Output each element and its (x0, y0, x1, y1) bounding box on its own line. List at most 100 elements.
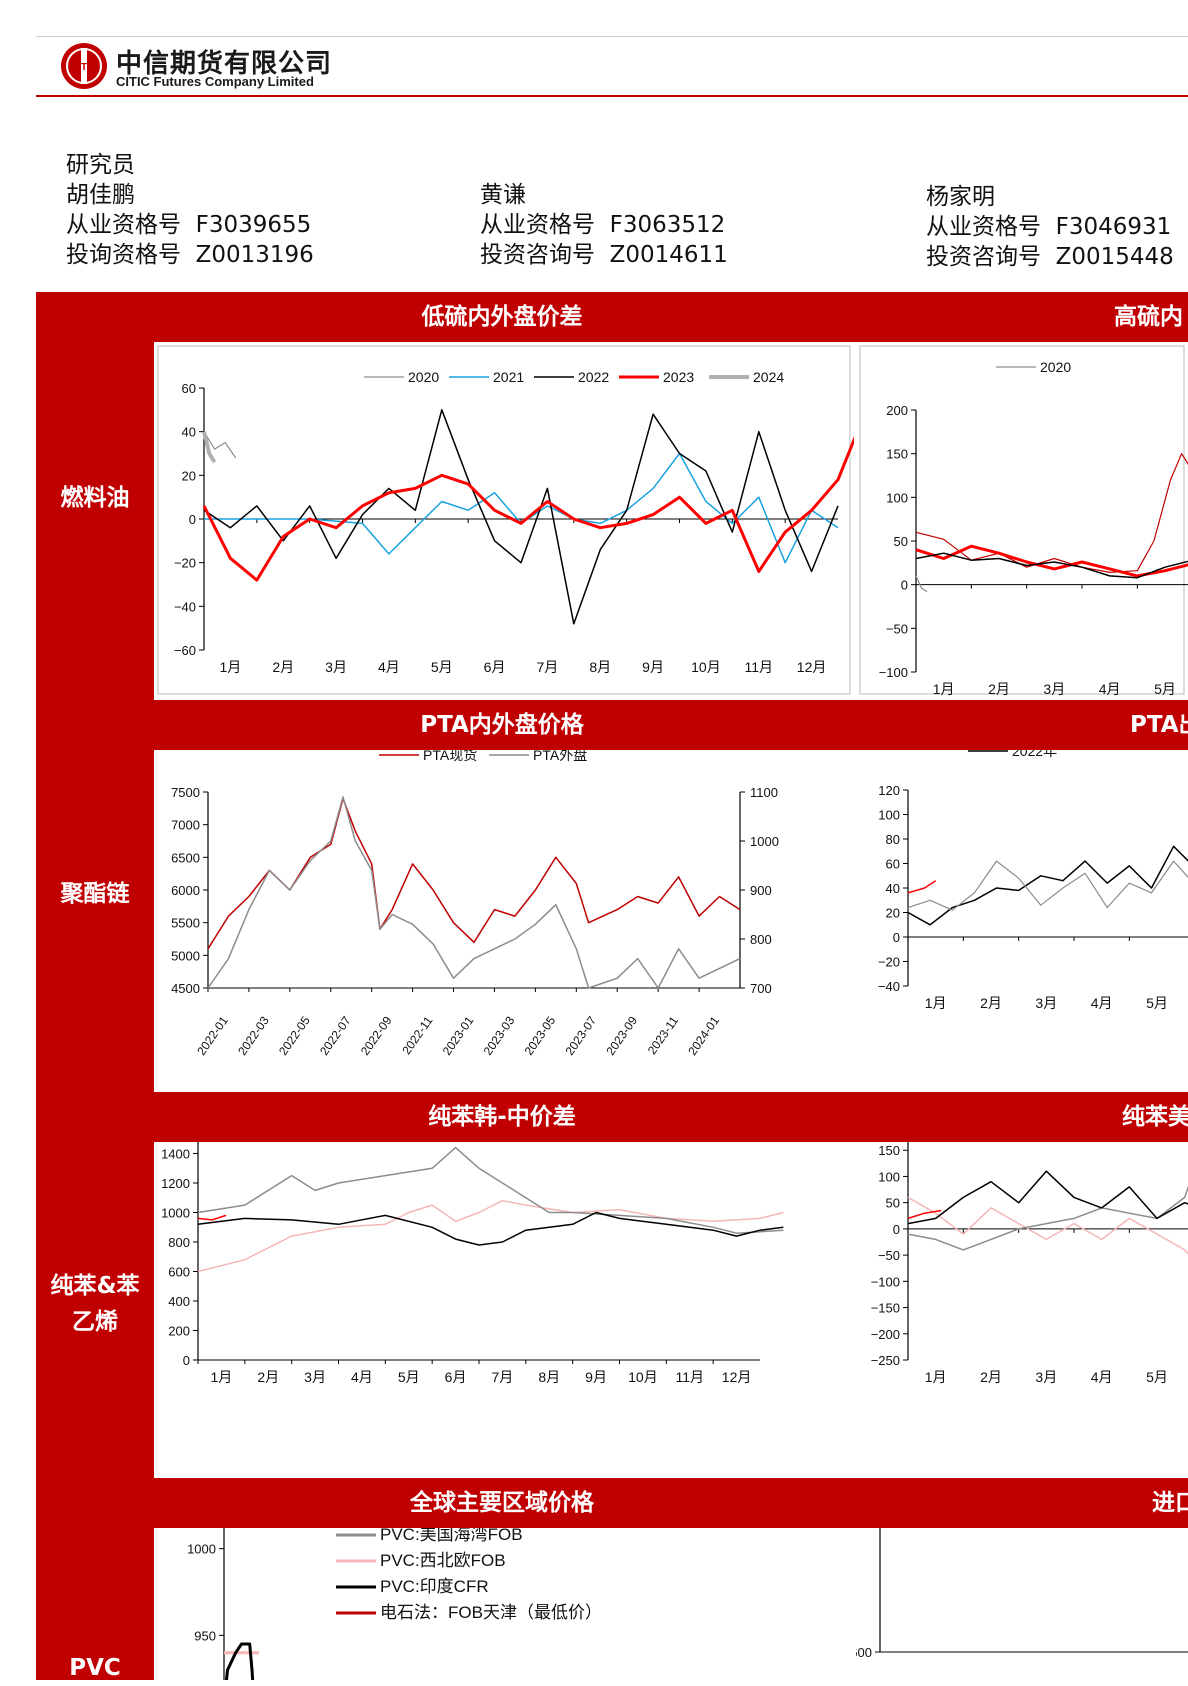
x-tick-label: 9月 (585, 1369, 607, 1385)
y-tick-label: 100 (878, 1169, 900, 1184)
y-tick-label: 50 (886, 1196, 900, 1211)
analyst-1: 研究员 胡佳鹏 从业资格号 F3039655 投询资格号 Z0013196 (66, 150, 314, 270)
band-benzene: 纯苯韩-中价差 纯苯美 (154, 1092, 1188, 1142)
y-tick-label: 950 (194, 1628, 216, 1643)
y-tick-label-right: 700 (750, 981, 772, 996)
y-tick-label: 800 (168, 1235, 190, 1250)
x-tick-label: 3月 (304, 1369, 326, 1385)
y-tick-label: 20 (886, 906, 900, 921)
chart-svg-pvc-global: 950 1000 PVC:美国海湾FOB PVC:西北欧FOB PVC:印度CFR 电石法… (187, 1528, 602, 1680)
y-tick-label: 0 (901, 578, 908, 593)
series-line-2022 (203, 409, 839, 625)
series-line-s3 (915, 552, 1188, 579)
x-tick-label: 2023-07 (562, 1013, 599, 1057)
analyst-role: 研究员 (66, 152, 135, 178)
series-line-2020 (915, 575, 928, 593)
chart-pvc-global: 950 1000 PVC:美国海湾FOB PVC:西北欧FOB PVC:印度CFR 电石法… (154, 1528, 854, 1680)
y-tick-label: 0 (893, 930, 900, 945)
y-tick-label: 40 (886, 881, 900, 896)
series-line-2021 (907, 1196, 1188, 1255)
y-tick-label: −20 (174, 556, 196, 571)
series-line-s1 (915, 453, 1188, 573)
x-tick-label: 8月 (589, 659, 611, 675)
series-line-2022 (197, 1146, 784, 1234)
y-tick-label: 50 (894, 534, 908, 549)
x-tick-label: 2023-01 (440, 1013, 477, 1057)
y-tick-label: 200 (168, 1324, 190, 1339)
x-tick-label: 2月 (257, 1369, 279, 1385)
section-label-fuel-oil: 燃料油 (60, 485, 130, 511)
series-line-2024 (197, 1214, 227, 1221)
y-tick-label: 4500 (171, 981, 200, 996)
chart-svg-hsfo-spread: −100 −50 0 50 100 150 200 1月 2月 3月 4月 5月 2020 (859, 345, 1188, 697)
y-tick-label: 40 (182, 425, 196, 440)
x-tick-label: 6月 (445, 1369, 467, 1385)
x-tick-label: 5月 (431, 659, 453, 675)
chart-import: 600 (856, 1528, 1188, 1680)
x-tick-label: 2月 (980, 1369, 1002, 1385)
section-sidebar: 燃料油 聚酯链 纯苯&苯 乙烯 PVC (36, 292, 154, 1681)
y-tick-label: 5500 (171, 916, 200, 931)
series-line-2020 (203, 431, 237, 459)
logo-mark-text: CITIC (71, 62, 97, 73)
chart-title-pta-export: PTA出 (1130, 712, 1188, 738)
x-tick-label: 7月 (492, 1369, 514, 1385)
x-tick-label: 2023-03 (481, 1013, 518, 1057)
analyst-cert: 从业资格号 F3039655 (66, 212, 312, 238)
chart-title-lsfo: 低硫内外盘价差 (421, 304, 583, 330)
legend-label: PTA现货 (423, 750, 477, 763)
chart-title-pta: PTA内外盘价格 (420, 712, 584, 738)
y-tick-label-right: 800 (750, 932, 772, 947)
legend-label: 2021 (493, 369, 524, 385)
y-tick-label-right: 1000 (750, 834, 779, 849)
x-tick-label: 11月 (675, 1369, 704, 1385)
legend-label: 2022年 (1012, 750, 1057, 759)
chart-svg-pta-prices: 4500 5000 5500 6000 6500 7000 7500 700 800 900 100… (171, 750, 779, 1058)
y-tick-label: −40 (174, 599, 196, 614)
x-tick-label: 3月 (1035, 1369, 1057, 1385)
series-line-PTA外盘 (207, 796, 741, 989)
series-line-20 (907, 1185, 1188, 1251)
analyst-3: 杨家明 从业资格号 F3046931 投资咨询号 Z0015448 (926, 182, 1174, 272)
analyst-name: 胡佳鹏 (66, 182, 135, 208)
y-tick-label: −60 (174, 643, 196, 658)
chart-frame (157, 345, 851, 695)
chart-benzene-us: −250 −200 −150 −100 −50 0 50 100 150 1月 2月 3月 4月 5月 (856, 1142, 1188, 1476)
x-tick-label: 1月 (925, 1369, 947, 1385)
y-tick-label: 1000 (187, 1542, 216, 1557)
x-tick-label: 3月 (1035, 995, 1057, 1011)
x-tick-label: 5月 (1146, 1369, 1168, 1385)
x-tick-label: 2022-01 (194, 1013, 231, 1057)
chart-frame (859, 345, 1185, 695)
section-label-pvc: PVC (69, 1655, 121, 1681)
x-tick-label: 2月 (988, 681, 1010, 697)
legend-label: 2023 (663, 369, 694, 385)
y-tick-label: 60 (886, 857, 900, 872)
x-tick-label: 9月 (642, 659, 664, 675)
x-tick-label: 3月 (1043, 681, 1065, 697)
legend-label: PVC:西北欧FOB (380, 1551, 506, 1570)
analyst-advisory: 投资咨询号 Z0015448 (926, 244, 1174, 270)
y-tick-label: 120 (878, 783, 900, 798)
chart-svg-pta-export: −40 −20 0 20 40 60 80 100 120 1月 2月 3月 4月 5月 2022年 (878, 750, 1188, 1011)
y-tick-label: 200 (886, 403, 908, 418)
company-name-cn: 中信期货有限公司 (116, 49, 333, 79)
x-tick-label: 2022-11 (399, 1013, 435, 1057)
analyst-cert: 从业资格号 F3046931 (926, 214, 1172, 240)
legend-label: PTA外盘 (533, 750, 587, 763)
x-tick-label: 2022-09 (358, 1013, 395, 1057)
series-line-s2 (907, 880, 937, 894)
x-tick-label: 2月 (980, 995, 1002, 1011)
x-tick-label: 5月 (1146, 995, 1168, 1011)
x-tick-label: 1月 (220, 659, 242, 675)
x-tick-label: 4月 (1099, 681, 1121, 697)
y-tick-label: 600 (856, 1645, 872, 1660)
series-line-s2 (915, 544, 1188, 578)
y-tick-label-right: 900 (750, 883, 772, 898)
band-fuel-oil: 低硫内外盘价差 高硫内 (154, 292, 1188, 342)
y-tick-label: −200 (871, 1327, 900, 1342)
x-tick-label: 10月 (691, 659, 721, 675)
y-tick-label: −20 (878, 955, 900, 970)
y-tick-label: 0 (893, 1222, 900, 1237)
x-tick-label: 2月 (272, 659, 294, 675)
